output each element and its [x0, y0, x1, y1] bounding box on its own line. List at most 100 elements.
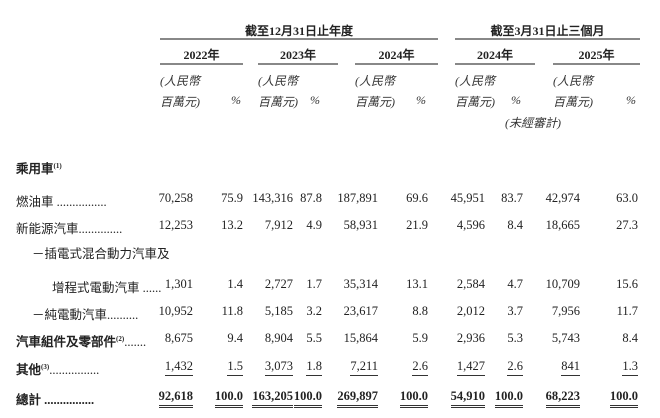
amount-cell: 45,951 [450, 191, 485, 205]
pct-label: % [626, 93, 636, 107]
rule [160, 63, 243, 65]
percent-cell: 75.9 [221, 191, 243, 205]
percent-cell: 100.0 [494, 389, 523, 408]
row-label: 其他(3)................ [16, 362, 100, 377]
unit-label: 百萬元) [455, 95, 495, 109]
rule [258, 63, 338, 65]
percent-cell: 100.0 [214, 389, 243, 408]
row-label: 燃油車 ................ [16, 195, 107, 209]
amount-cell: 3,073 [264, 359, 293, 376]
year-header: 2022年 [183, 48, 220, 62]
table-row: 其他(3)................ 1,432 1.5 3,073 1.8 7,2… [0, 359, 660, 379]
percent-cell: 11.7 [616, 304, 638, 318]
year-header: 2025年 [578, 48, 615, 62]
percent-cell: 1.7 [306, 277, 322, 291]
unit-label: 百萬元) [258, 95, 298, 109]
row-label: －插電式混合動力汽車及 [32, 247, 170, 261]
amount-cell: 2,584 [456, 277, 485, 291]
percent-cell: 2.6 [507, 359, 523, 376]
unit-label: (人民幣 [355, 74, 395, 88]
pct-label: % [231, 93, 241, 107]
amount-cell: 18,665 [545, 218, 580, 232]
percent-cell: 83.7 [501, 191, 523, 205]
rule [160, 38, 438, 40]
table-row: 新能源汽車.............. 12,253 13.2 7,912 4.9 58,… [0, 218, 660, 238]
amount-cell: 163,205 [252, 389, 293, 408]
percent-cell: 5.3 [507, 331, 523, 345]
pct-label: % [310, 93, 320, 107]
percent-cell: 69.6 [406, 191, 428, 205]
amount-cell: 15,864 [343, 331, 378, 345]
unit-label: (人民幣 [553, 74, 593, 88]
pct-label: % [416, 93, 426, 107]
percent-cell: 8.4 [507, 218, 523, 232]
amount-cell: 7,211 [350, 359, 378, 376]
unit-label: 百萬元) [355, 95, 395, 109]
percent-cell: 4.7 [507, 277, 523, 291]
percent-cell: 1.4 [227, 277, 243, 291]
percent-cell: 21.9 [406, 218, 428, 232]
unit-label: (人民幣 [258, 74, 298, 88]
amount-cell: 841 [561, 359, 580, 376]
percent-cell: 11.8 [221, 304, 243, 318]
header-year-group: 截至12月31日止年度 [244, 24, 353, 38]
rule [355, 63, 438, 65]
percent-cell: 3.2 [306, 304, 322, 318]
table-row: 增程式電動汽車 ...... 1,301 1.4 2,727 1.7 35,314 13.1… [0, 277, 660, 297]
percent-cell: 27.3 [616, 218, 638, 232]
row-label: 新能源汽車.............. [16, 222, 123, 236]
row-label: 汽車組件及零部件(2)....... [16, 334, 147, 349]
unit-label: 百萬元) [160, 95, 200, 109]
amount-cell: 8,904 [264, 331, 293, 345]
amount-cell: 269,897 [337, 389, 378, 408]
year-header: 2023年 [279, 48, 316, 62]
amount-cell: 1,301 [164, 277, 193, 291]
percent-cell: 9.4 [227, 331, 243, 345]
percent-cell: 2.6 [412, 359, 428, 376]
amount-cell: 35,314 [343, 277, 378, 291]
table-row: －插電式混合動力汽車及 [0, 243, 660, 263]
table-row: 總計 ................ 92,618 100.0 163,205 100… [0, 389, 660, 409]
amount-cell: 8,675 [164, 331, 193, 345]
amount-cell: 42,974 [545, 191, 580, 205]
percent-cell: 4.9 [306, 218, 322, 232]
amount-cell: 1,427 [456, 359, 485, 376]
row-label: 總計 ................ [16, 393, 95, 407]
year-header: 2024年 [476, 48, 513, 62]
unit-label: (人民幣 [160, 74, 200, 88]
percent-cell: 13.2 [221, 218, 243, 232]
amount-cell: 5,743 [551, 331, 580, 345]
table-row: 乘用車(1) [0, 158, 660, 178]
amount-cell: 2,936 [456, 331, 485, 345]
amount-cell: 2,727 [264, 277, 293, 291]
table-row: 燃油車 ................ 70,258 75.9 143,316 87.… [0, 191, 660, 211]
amount-cell: 2,012 [456, 304, 485, 318]
amount-cell: 10,952 [158, 304, 193, 318]
amount-cell: 68,223 [545, 389, 580, 408]
amount-cell: 58,931 [343, 218, 378, 232]
percent-cell: 5.9 [412, 331, 428, 345]
percent-cell: 8.4 [622, 331, 638, 345]
amount-cell: 92,618 [158, 389, 193, 408]
percent-cell: 100.0 [293, 389, 322, 408]
row-label: －純電動汽車.......... [32, 308, 139, 322]
amount-cell: 23,617 [343, 304, 378, 318]
percent-cell: 1.5 [227, 359, 243, 376]
amount-cell: 143,316 [252, 191, 293, 205]
percent-cell: 15.6 [616, 277, 638, 291]
unit-label: 百萬元) [553, 95, 593, 109]
header-quarter-group: 截至3月31日止三個月 [490, 24, 605, 38]
percent-cell: 8.8 [412, 304, 428, 318]
percent-cell: 3.7 [507, 304, 523, 318]
pct-label: % [511, 93, 521, 107]
amount-cell: 187,891 [337, 191, 378, 205]
amount-cell: 70,258 [158, 191, 193, 205]
table-row: －純電動汽車.......... 10,952 11.8 5,185 3.2 23,617… [0, 304, 660, 324]
percent-cell: 1.8 [306, 359, 322, 376]
rule [455, 38, 640, 40]
amount-cell: 10,709 [545, 277, 580, 291]
amount-cell: 1,432 [164, 359, 193, 376]
percent-cell: 1.3 [622, 359, 638, 376]
unaudited-note: (未經審計) [505, 116, 561, 130]
